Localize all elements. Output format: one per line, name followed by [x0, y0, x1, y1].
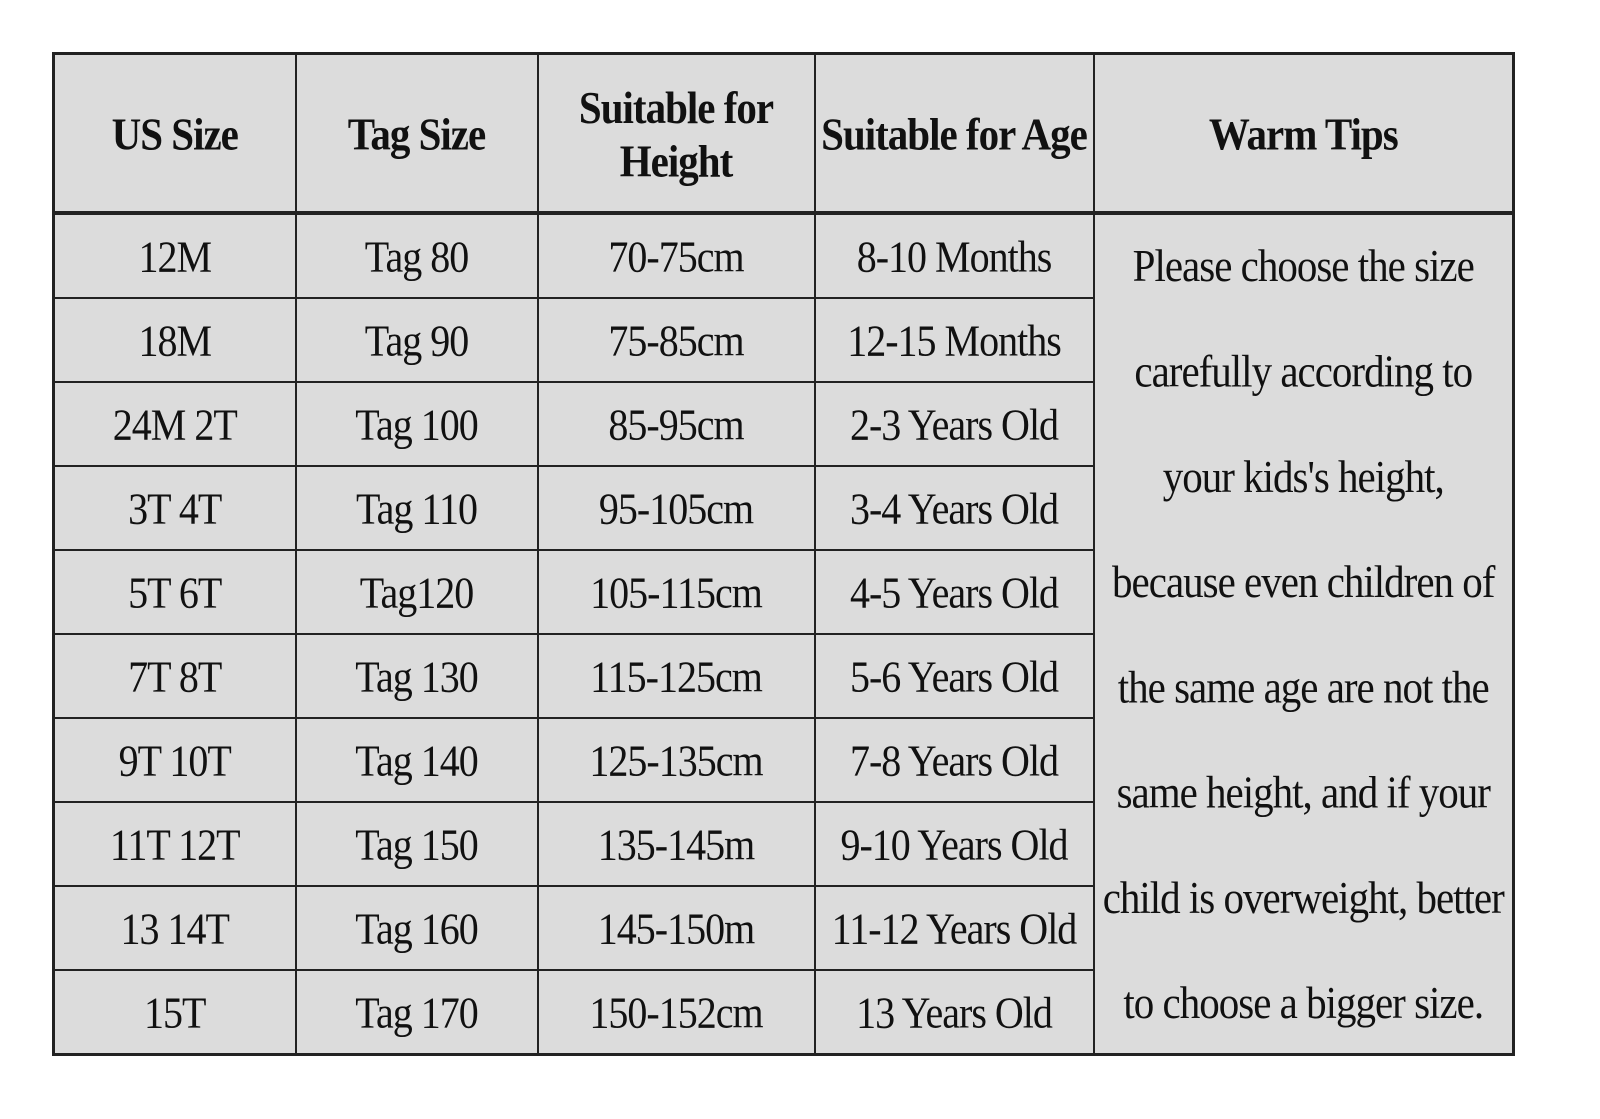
header-suitable-height: Suitable for Height	[536, 42, 816, 225]
age-cell: 4-5 Years Old	[813, 549, 1095, 635]
us-size-cell: 18M	[52, 297, 297, 383]
us-size-cell: 3T 4T	[52, 465, 297, 551]
us-size-cell: 9T 10T	[52, 717, 297, 803]
tag-size-cell: Tag 160	[294, 885, 539, 971]
age-cell: 2-3 Years Old	[813, 381, 1095, 467]
us-size-cell: 15T	[52, 969, 297, 1056]
height-cell: 115-125cm	[536, 633, 816, 719]
height-cell: 125-135cm	[536, 717, 816, 803]
tag-size-cell: Tag 140	[294, 717, 539, 803]
height-cell: 145-150m	[536, 885, 816, 971]
tag-size-cell: Tag 170	[294, 969, 539, 1056]
header-warm-tips: Warm Tips	[1092, 42, 1515, 225]
header-suitable-age: Suitable for Age	[813, 42, 1095, 225]
age-cell: 11-12 Years Old	[813, 885, 1095, 971]
height-cell: 135-145m	[536, 801, 816, 887]
table-row: 11T 12T Tag 150 135-145m 9-10 Years Old	[52, 801, 1514, 887]
header-tag-size: Tag Size	[294, 42, 539, 225]
us-size-cell: 5T 6T	[52, 549, 297, 635]
us-size-cell: 13 14T	[52, 885, 297, 971]
age-cell: 3-4 Years Old	[813, 465, 1095, 551]
age-cell: 12-15 Months	[813, 297, 1095, 383]
height-cell: 75-85cm	[536, 297, 816, 383]
table-row: 9T 10T Tag 140 125-135cm 7-8 Years Old	[52, 717, 1514, 803]
header-row: US Size Tag Size Suitable for Height Sui…	[52, 42, 1515, 225]
height-cell: 85-95cm	[536, 381, 816, 467]
table-row: 12M Tag 80 70-75cm 8-10 Months Please ch…	[52, 212, 1515, 1056]
tag-size-cell: Tag 110	[294, 465, 539, 551]
table-row: 3T 4T Tag 110 95-105cm 3-4 Years Old	[52, 465, 1514, 551]
table-row: 7T 8T Tag 130 115-125cm 5-6 Years Old	[52, 633, 1514, 719]
header-us-size: US Size	[52, 42, 297, 225]
tag-size-cell: Tag 130	[294, 633, 539, 719]
table-row: 5T 6T Tag120 105-115cm 4-5 Years Old	[52, 549, 1514, 635]
age-cell: 9-10 Years Old	[813, 801, 1095, 887]
height-cell: 150-152cm	[536, 969, 816, 1056]
tag-size-cell: Tag 100	[294, 381, 539, 467]
height-cell: 95-105cm	[536, 465, 816, 551]
warm-tips-cell: Please choose the size carefully accordi…	[1092, 212, 1515, 1056]
tag-size-cell: Tag120	[294, 549, 539, 635]
age-cell: 7-8 Years Old	[813, 717, 1095, 803]
table-row: 18M Tag 90 75-85cm 12-15 Months	[52, 297, 1514, 383]
height-cell: 70-75cm	[536, 212, 816, 299]
us-size-cell: 12M	[52, 212, 297, 299]
tag-size-cell: Tag 80	[294, 212, 539, 299]
height-cell: 105-115cm	[536, 549, 816, 635]
us-size-cell: 7T 8T	[52, 633, 297, 719]
table-row: 13 14T Tag 160 145-150m 11-12 Years Old	[52, 885, 1514, 971]
age-cell: 8-10 Months	[813, 212, 1095, 299]
us-size-cell: 24M 2T	[52, 381, 297, 467]
table-row: 24M 2T Tag 100 85-95cm 2-3 Years Old	[52, 381, 1514, 467]
warm-tips-text: Please choose the size carefully accordi…	[1102, 239, 1505, 1029]
tag-size-cell: Tag 150	[294, 801, 539, 887]
table-row: 15T Tag 170 150-152cm 13 Years Old	[52, 969, 1514, 1056]
size-chart-table: US Size Tag Size Suitable for Height Sui…	[52, 42, 1515, 1056]
age-cell: 13 Years Old	[813, 969, 1095, 1056]
tag-size-cell: Tag 90	[294, 297, 539, 383]
age-cell: 5-6 Years Old	[813, 633, 1095, 719]
us-size-cell: 11T 12T	[52, 801, 297, 887]
